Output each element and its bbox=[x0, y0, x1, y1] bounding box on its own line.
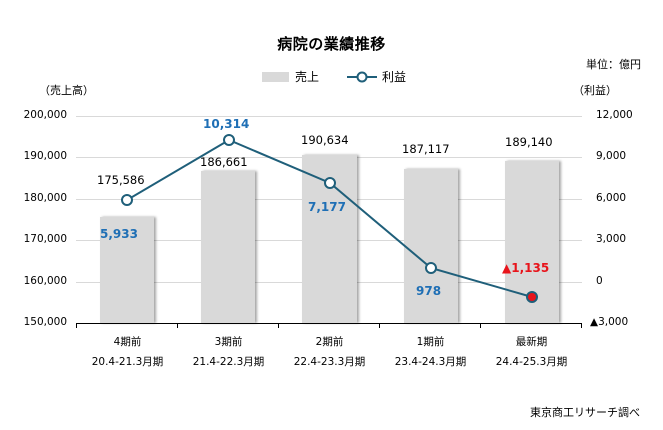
category-label: 4期前 20.4-21.3月期 bbox=[91, 336, 164, 368]
left-tick: 160,000 bbox=[23, 275, 67, 287]
right-tick: 9,000 bbox=[596, 150, 627, 162]
left-tick: 200,000 bbox=[23, 109, 67, 121]
category-label: 3期前 21.4-22.3月期 bbox=[192, 336, 265, 368]
right-tick: 6,000 bbox=[596, 192, 627, 204]
right-tick: 0 bbox=[596, 275, 603, 287]
profit-label: 5,933 bbox=[100, 227, 138, 241]
bar-label: 186,661 bbox=[200, 155, 248, 169]
bar-label: 189,140 bbox=[505, 135, 553, 149]
right-tick: ▲3,000 bbox=[590, 316, 629, 328]
source-note: 東京商工リサーチ調べ bbox=[530, 406, 640, 419]
left-tick: 190,000 bbox=[23, 150, 67, 162]
legend-line-label: 利益 bbox=[382, 70, 407, 84]
profit-label: 7,177 bbox=[308, 200, 346, 214]
profit-label-negative: ▲1,135 bbox=[502, 261, 550, 275]
left-tick: 170,000 bbox=[23, 233, 67, 245]
profit-label: 10,314 bbox=[203, 117, 250, 131]
bar-label: 187,117 bbox=[402, 142, 450, 156]
legend-bar-swatch bbox=[262, 71, 289, 82]
left-tick: 150,000 bbox=[23, 316, 67, 328]
category-label: 最新期 24.4-25.3月期 bbox=[495, 336, 568, 368]
bar-label: 175,586 bbox=[97, 173, 145, 187]
bar-label: 190,634 bbox=[301, 133, 349, 147]
category-label: 1期前 23.4-24.3月期 bbox=[394, 336, 467, 368]
category-label: 2期前 22.4-23.3月期 bbox=[293, 336, 366, 368]
legend-bar-label: 売上 bbox=[295, 70, 320, 84]
legend: 売上 利益 bbox=[262, 68, 406, 85]
legend-line-icon bbox=[347, 71, 378, 83]
left-axis-title: （売上高） bbox=[39, 84, 94, 97]
chart-title: 病院の業績推移 bbox=[277, 35, 386, 53]
unit-label: 単位：億円 bbox=[586, 58, 641, 71]
profit-label: 978 bbox=[416, 284, 442, 298]
bar-series bbox=[100, 155, 559, 323]
left-tick: 180,000 bbox=[23, 192, 67, 204]
right-tick: 12,000 bbox=[596, 109, 633, 121]
right-axis-title: （利益） bbox=[573, 84, 617, 97]
right-tick: 3,000 bbox=[596, 233, 627, 245]
